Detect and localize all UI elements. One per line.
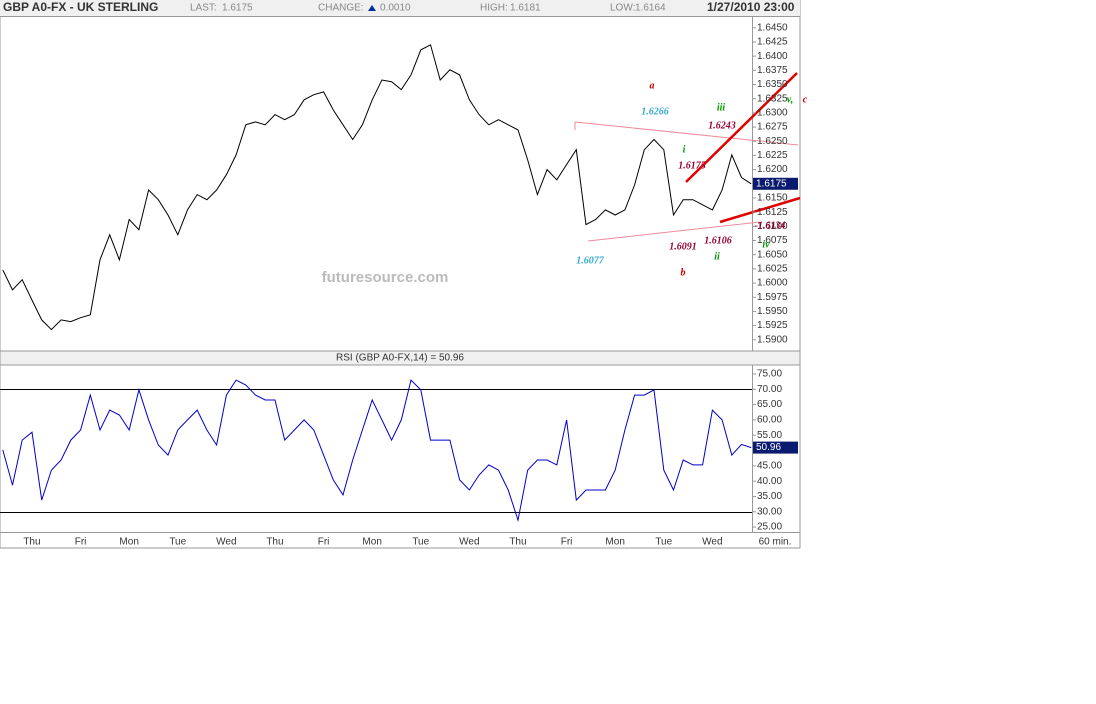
datetime: 1/27/2010 23:00 [707,0,795,14]
y-tick-label: 70.00 [757,384,782,395]
low: 1.6164 [635,3,666,14]
y-tick-label: 45.00 [757,460,782,471]
trendline [719,196,801,224]
y-tick-label: 1.6225 [757,150,788,161]
y-tick-label: 1.6300 [757,108,788,119]
y-tick-label: 1.6325 [757,93,788,104]
x-tick-label: Tue [412,537,429,548]
low-label: LOW: [610,3,635,14]
symbol: GBP A0-FX - UK STERLING [3,0,158,14]
last-value-box [753,441,798,454]
y-tick-label: 1.6400 [757,51,788,62]
y-tick-label: 65.00 [757,399,782,410]
frame [0,0,801,549]
x-axis-label: 60 min. [759,537,792,548]
up-arrow [368,5,376,11]
x-tick-label: Wed [702,537,722,548]
annotation: v, [787,94,794,105]
annotation: 1.6266 [641,106,669,117]
x-tick-label: Wed [459,537,479,548]
change: 0.0010 [380,3,411,14]
y-tick-label: 1.6450 [757,22,788,33]
y-tick-label: 1.6425 [757,37,788,48]
annotation: b [681,267,686,278]
last-label: LAST: [190,3,217,14]
y-tick-label: 1.6000 [757,278,788,289]
annotation: 1.6175 [678,160,706,171]
change-label: CHANGE: [318,3,364,14]
y-tick-label: 1.5900 [757,334,788,345]
x-tick-label: Thu [266,537,283,548]
annotation: c [803,94,808,105]
series-line [2,44,752,331]
annotation: 1.6106 [704,235,732,246]
annotation: 1.6091 [669,241,697,252]
high: 1.6181 [510,3,541,14]
y-tick-label: 25.00 [757,522,782,533]
y-tick-label: 1.6375 [757,65,788,76]
y-tick-label: 1.6250 [757,136,788,147]
rsi-title: RSI (GBP A0-FX,14) = 50.96 [336,353,464,364]
header-bar [0,0,800,16]
y-tick-label: 1.6125 [757,207,788,218]
x-tick-label: Mon [605,537,624,548]
y-tick-label: 1.5950 [757,306,788,317]
last-value-box [753,177,798,190]
annotation: -1.6134 [755,220,786,231]
y-tick-label: 1.6150 [757,193,788,204]
annotation: i [683,144,686,155]
y-tick-label: 75.00 [757,369,782,380]
y-tick-label: 1.6200 [757,164,788,175]
trendline [587,221,761,242]
y-tick-label: 60.00 [757,415,782,426]
high-label: HIGH: [480,3,508,14]
x-tick-label: Mon [362,537,381,548]
x-tick-label: Thu [23,537,40,548]
annotation: 1.6243 [708,120,736,131]
annotation: a [650,80,655,91]
x-tick-label: Mon [119,537,138,548]
x-tick-label: Fri [561,537,573,548]
y-tick-label: 55.00 [757,430,782,441]
y-tick-label: 1.5975 [757,292,788,303]
x-tick-label: Fri [318,537,330,548]
last: 1.6175 [222,3,253,14]
x-tick-label: Tue [169,537,186,548]
watermark: futuresource.com [322,269,449,286]
rsi-title-bar [0,350,801,366]
y-tick-label: 1.6075 [757,235,788,246]
x-tick-label: Thu [509,537,526,548]
y-tick-label: 1.6100 [757,221,788,232]
annotation: iv [762,239,770,250]
last-value-label: 1.6175 [756,178,787,189]
annotation: 1.6077 [576,255,605,266]
annotation: iii [717,102,726,113]
y-tick-label: 35.00 [757,491,782,502]
y-tick-label: 1.6275 [757,122,788,133]
x-tick-label: Tue [655,537,672,548]
x-tick-label: Fri [75,537,87,548]
y-tick-label: 40.00 [757,476,782,487]
y-tick-label: 1.5925 [757,320,788,331]
x-tick-label: Wed [216,537,236,548]
y-tick-label: 1.6025 [757,264,788,275]
trendline [574,121,799,146]
annotation: ii [714,251,720,262]
series-line [2,379,752,523]
last-value-label: 50.96 [756,442,781,453]
trendline [685,72,798,183]
y-tick-label: 30.00 [757,506,782,517]
y-tick-label: 1.6350 [757,79,788,90]
y-tick-label: 1.6050 [757,249,788,260]
